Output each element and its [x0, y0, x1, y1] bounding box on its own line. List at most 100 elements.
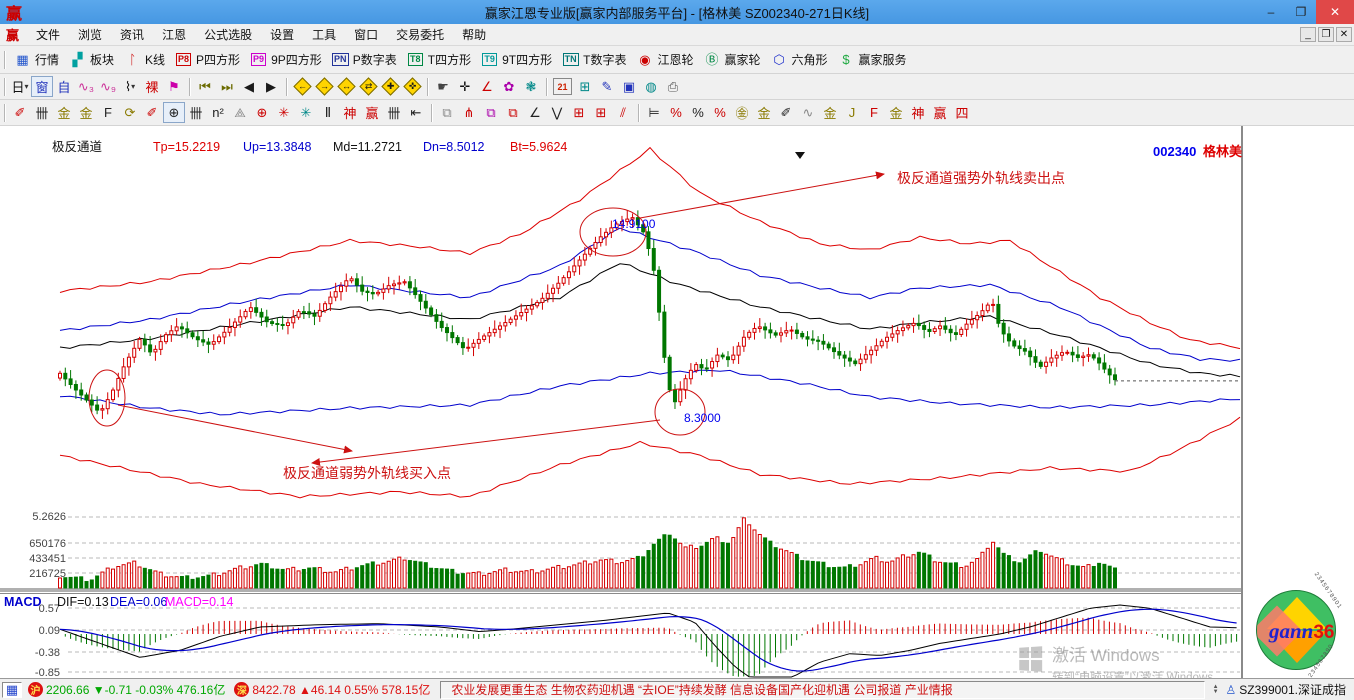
menu-item-帮助[interactable]: 帮助: [462, 28, 487, 42]
news-ticker[interactable]: 农业发展更重生态 生物农药迎机遇 “去IOE”持续发酵 信息设备国产化迎机遇 公…: [440, 680, 1205, 699]
hexagon-button[interactable]: ⬡ 六角形: [766, 49, 833, 71]
shen-angle-tool[interactable]: 神: [911, 106, 925, 121]
quote-table-icon[interactable]: ▦: [2, 681, 22, 698]
spiral5-tool[interactable]: ⟳: [124, 104, 136, 120]
brain-tool-button[interactable]: ❃: [525, 78, 537, 94]
child-close-button[interactable]: ✕: [1336, 27, 1352, 42]
diamond-swap-button[interactable]: ⇄: [357, 76, 379, 97]
gold-circle-tool[interactable]: ㊎: [735, 106, 749, 121]
grid-red2-tool[interactable]: ⊞: [595, 104, 607, 120]
first-page-button[interactable]: ⏮: [199, 78, 211, 94]
ying-grid-tool[interactable]: 赢: [365, 106, 379, 121]
shanghai-index-quote[interactable]: 2206.66 ▼-0.71 -0.03% 476.16亿: [46, 683, 226, 697]
window-mode-button[interactable]: 窗: [31, 76, 53, 97]
diamond-hspan-button[interactable]: ↔: [335, 76, 357, 97]
9t-square-button[interactable]: T9 9T四方形: [476, 49, 557, 71]
n2-grid-tool[interactable]: n²: [212, 105, 224, 120]
wave9-button[interactable]: ∿₉: [99, 78, 117, 94]
p-table-button[interactable]: PN P数字表: [327, 49, 402, 71]
t-square-button[interactable]: T8 T四方形: [402, 49, 476, 71]
gann-wheel-button[interactable]: ◉ 江恩轮: [631, 49, 698, 71]
printer-button[interactable]: ⎙: [667, 78, 679, 94]
vee-line-tool[interactable]: ⋁: [551, 104, 563, 120]
kline-button[interactable]: ᛚ K线: [119, 49, 170, 71]
wave-a-tool[interactable]: ∿: [802, 104, 814, 120]
percent-tool[interactable]: %: [692, 105, 704, 120]
t-table-button[interactable]: TN T数字表: [557, 49, 631, 71]
k-quote-tool[interactable]: Ⅱ: [324, 104, 332, 120]
pan-hand-button[interactable]: ☛: [437, 78, 449, 94]
angle-measure-button[interactable]: ∠: [481, 78, 493, 94]
chart-area[interactable]: 极反通道强势外轨线卖出点 极反通道弱势外轨线买入点 14.9100 8.3000 极反通…: [0, 126, 1354, 684]
box-tool[interactable]: ⧉: [442, 104, 452, 120]
hspan-tool[interactable]: ⇤: [410, 104, 422, 120]
winner-wheel-button[interactable]: Ⓑ 赢家轮: [698, 49, 765, 71]
9p-square-button[interactable]: P9 9P四方形: [245, 49, 327, 71]
ticker-scroll-spinner[interactable]: ▲ ▼: [1212, 683, 1219, 695]
menu-item-浏览[interactable]: 浏览: [78, 28, 103, 42]
save-button[interactable]: ▣: [622, 78, 636, 94]
calendar-button[interactable]: 21: [553, 78, 572, 95]
diamond-expand-button[interactable]: ✚: [379, 76, 401, 97]
web-chart-button[interactable]: ◍: [645, 78, 657, 94]
fan-box-red-tool[interactable]: ⧉: [508, 104, 518, 120]
crosshair-button[interactable]: ✛: [459, 78, 471, 94]
notes-button[interactable]: ✎: [601, 78, 613, 94]
shenzhen-index-quote[interactable]: 8422.78 ▲46.14 0.55% 578.15亿: [252, 683, 431, 697]
shen-tool-button[interactable]: ✿: [503, 78, 515, 94]
restore-button[interactable]: ❐: [1295, 5, 1307, 19]
knife2-tool[interactable]: ✐: [780, 104, 792, 120]
star-teal-tool[interactable]: ✳: [300, 104, 312, 120]
fan-box-purple-tool[interactable]: ⧉: [486, 104, 496, 120]
diamond-left-button[interactable]: ←: [291, 76, 313, 97]
circle-cross-tool[interactable]: ⊕: [163, 102, 185, 123]
menu-item-公式选股[interactable]: 公式选股: [204, 28, 253, 42]
menu-item-资讯[interactable]: 资讯: [120, 28, 145, 42]
gold-angle-tool[interactable]: 金: [889, 106, 903, 121]
gold-lines-tool[interactable]: 金: [757, 106, 771, 121]
calculator-button[interactable]: ⊞: [579, 78, 591, 94]
parallel-tool[interactable]: ⫽: [620, 104, 626, 120]
quotes-button[interactable]: ▦ 行情: [9, 49, 64, 71]
child-restore-button[interactable]: ❐: [1318, 27, 1334, 42]
wave3-button[interactable]: ∿₃: [77, 78, 95, 94]
period-day-button[interactable]: 日 ▾: [11, 80, 29, 95]
child-minimize-button[interactable]: _: [1300, 27, 1316, 42]
naked-k-button[interactable]: 裸: [145, 80, 159, 95]
diamond-cross-button[interactable]: ✜: [401, 76, 423, 97]
minimize-button[interactable]: –: [1267, 5, 1275, 19]
ticks-tool[interactable]: 卌: [189, 106, 203, 121]
knife-tool[interactable]: ✐: [146, 104, 158, 120]
flag-color-button[interactable]: ⚑: [168, 78, 180, 94]
sectors-button[interactable]: ▞ 板块: [64, 49, 119, 71]
circle-target-tool[interactable]: ⊕: [256, 104, 268, 120]
menu-item-江恩[interactable]: 江恩: [162, 28, 187, 42]
four-angle-tool[interactable]: 四: [955, 106, 969, 121]
fan-red-tool[interactable]: ⋔: [463, 104, 475, 120]
winner-service-button[interactable]: $ 赢家服务: [833, 49, 912, 71]
menu-item-窗口[interactable]: 窗口: [354, 28, 379, 42]
gold-grid2-tool[interactable]: 金: [79, 106, 93, 121]
info-panel-button[interactable]: 自: [57, 80, 71, 95]
shen-grid-tool[interactable]: 神: [343, 106, 357, 121]
diamond-right-button[interactable]: →: [313, 76, 335, 97]
menu-item-工具[interactable]: 工具: [312, 28, 337, 42]
ying-angle-tool[interactable]: 赢: [933, 106, 947, 121]
angle-line-tool[interactable]: ∠: [529, 104, 541, 120]
close-button[interactable]: ✕: [1316, 0, 1354, 24]
gold-tool[interactable]: 金: [823, 106, 837, 121]
menu-item-文件[interactable]: 文件: [36, 28, 61, 42]
gold-grid-tool[interactable]: 金: [57, 106, 71, 121]
gann-grid-tool[interactable]: 卌: [35, 106, 49, 121]
angle-shape-tool[interactable]: ⟁: [234, 104, 246, 120]
star-red-tool[interactable]: ✳: [278, 104, 290, 120]
draw-pen-tool[interactable]: ✐: [14, 104, 26, 120]
p-square-button[interactable]: P8 P四方形: [170, 49, 245, 71]
percent7-tool[interactable]: %: [670, 105, 682, 120]
candle-style-button[interactable]: ⌇ ▾: [124, 78, 136, 94]
f-grid-tool[interactable]: F: [104, 105, 112, 120]
prev-button[interactable]: ◀: [244, 78, 254, 94]
ruler-tool[interactable]: ⊨: [648, 104, 660, 120]
percent-lines-tool[interactable]: %: [714, 105, 726, 120]
